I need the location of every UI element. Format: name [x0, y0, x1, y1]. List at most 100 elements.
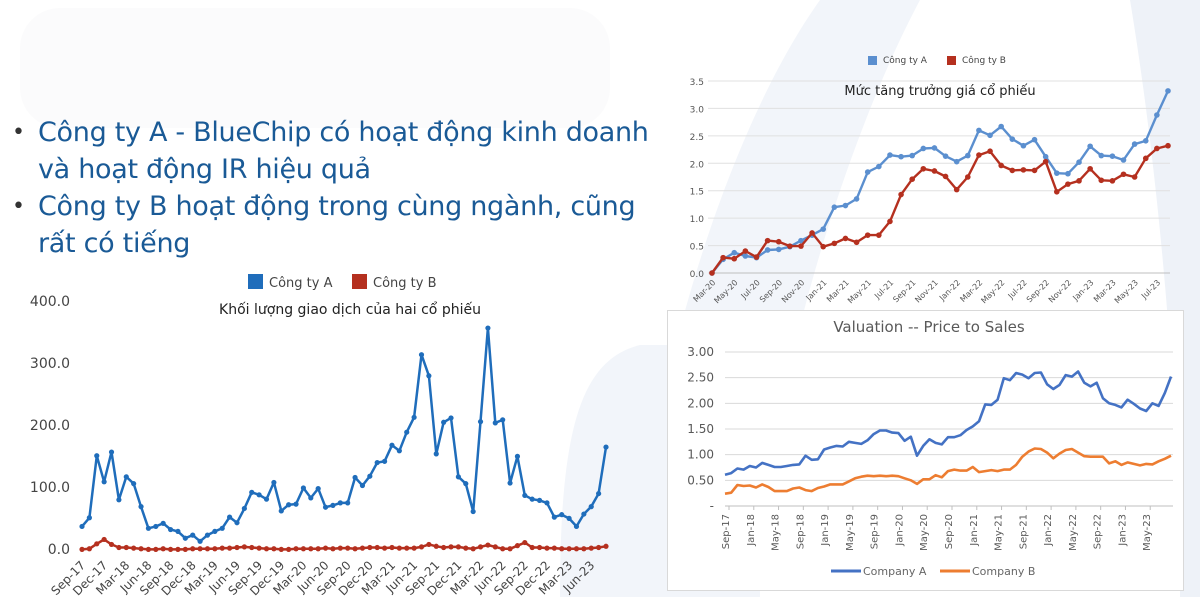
data-point	[197, 546, 203, 552]
data-point	[500, 417, 506, 423]
data-point	[293, 546, 299, 552]
data-point	[864, 232, 871, 238]
data-point	[798, 237, 804, 244]
data-point	[470, 508, 476, 515]
data-point	[286, 502, 292, 508]
data-point	[426, 541, 432, 548]
y-tick-label: 3.0	[690, 105, 705, 115]
data-point	[1087, 143, 1093, 150]
data-point	[1098, 152, 1105, 159]
y-tick-label: 0.5	[690, 243, 704, 253]
data-point	[1053, 189, 1060, 195]
data-point	[1053, 170, 1060, 176]
data-point	[286, 546, 292, 552]
data-point	[1065, 181, 1071, 187]
data-point	[396, 545, 402, 551]
y-tick-label: 0.0	[48, 542, 70, 558]
data-point	[433, 543, 439, 549]
data-point	[448, 415, 454, 421]
data-point	[492, 544, 498, 550]
data-point	[1109, 178, 1116, 184]
data-point	[551, 514, 557, 520]
data-point	[1165, 142, 1171, 149]
data-point	[455, 474, 461, 480]
y-tick-label: 300.0	[30, 356, 70, 372]
data-point	[418, 544, 425, 550]
data-point	[197, 538, 203, 544]
data-point	[485, 542, 491, 548]
data-point	[263, 496, 270, 502]
data-point	[522, 539, 528, 546]
data-point	[337, 545, 343, 551]
data-point	[1098, 177, 1105, 184]
data-point	[94, 453, 100, 459]
chart-title: Valuation -- Price to Sales	[833, 318, 1025, 336]
data-point	[1020, 167, 1027, 173]
volume-chart: 0.0 100.0 200.0 300.0 400.0 Sep-17 Dec-17 Mar-1…	[0, 265, 620, 597]
legend-label: Company A	[863, 565, 927, 578]
data-point	[145, 546, 152, 552]
data-point	[345, 500, 351, 506]
data-point	[809, 230, 815, 236]
chart-title: Mức tăng trưởng giá cổ phiếu	[844, 84, 1035, 99]
data-point	[153, 546, 159, 552]
x-tick-label: Jan-23	[1117, 514, 1128, 547]
data-point	[573, 546, 580, 552]
data-point	[315, 486, 321, 492]
x-tick-label: Jan-21	[804, 278, 829, 303]
x-tick-label: May-22	[1068, 514, 1079, 551]
legend-swatch-icon	[248, 274, 263, 289]
data-point	[1042, 158, 1049, 165]
price-growth-chart: 0.0 0.5 1.0 1.5 2.0 2.5 3.0 3.5 Mar-20 May-20 Jul-…	[670, 50, 1200, 312]
data-point	[1109, 153, 1116, 159]
data-point	[359, 482, 366, 489]
bullet-item-company-a: • Công ty A - BlueChip có hoạt động kinh…	[12, 114, 712, 188]
data-point	[1165, 88, 1171, 94]
data-point	[367, 473, 373, 479]
data-point	[1120, 157, 1127, 163]
x-tick-label: May-21	[846, 278, 873, 305]
data-point	[404, 545, 410, 551]
bullet-item-company-b: • Công ty B hoạt động trong cùng ngành, …	[12, 188, 712, 262]
data-point	[330, 546, 336, 552]
data-point	[477, 544, 484, 550]
y-tick-label: 1.50	[687, 422, 714, 436]
data-point	[1154, 145, 1160, 152]
data-point	[596, 544, 602, 551]
data-point	[345, 545, 351, 551]
data-point	[441, 419, 447, 425]
legend-swatch-icon	[947, 56, 956, 65]
legend-label: Công ty A	[883, 55, 928, 66]
x-tick-label: Sep-18	[795, 514, 806, 549]
bullet-line: Công ty A - BlueChip có hoạt động kinh d…	[38, 117, 649, 148]
x-tick-label: Jan-21	[969, 514, 980, 547]
data-point	[976, 127, 982, 134]
data-point	[764, 247, 771, 253]
data-point	[470, 546, 476, 552]
data-point	[241, 544, 247, 550]
x-tick-label: Sep-20	[944, 514, 955, 549]
x-tick-label: Sep-17	[721, 514, 732, 549]
data-point	[160, 546, 166, 552]
y-tick-label: 1.00	[687, 448, 714, 462]
data-point	[507, 480, 513, 486]
chart-title: Khối lượng giao dịch của hai cổ phiếu	[219, 301, 481, 318]
data-point	[227, 545, 233, 551]
data-point	[204, 532, 211, 538]
x-tick-label: Nov-22	[1047, 278, 1073, 304]
data-point	[116, 544, 122, 551]
data-point	[374, 459, 380, 466]
x-tick-label: Jan-23	[1071, 278, 1096, 303]
data-point	[153, 523, 159, 530]
data-point	[603, 543, 609, 549]
data-point	[731, 249, 738, 256]
bullet-line: Công ty B hoạt động trong cùng ngành, cũ…	[38, 191, 636, 222]
data-point	[588, 545, 594, 551]
background-blob	[20, 8, 610, 128]
data-point	[322, 504, 329, 510]
data-point	[455, 544, 461, 550]
data-point	[831, 240, 838, 247]
data-point	[753, 254, 760, 260]
data-point	[931, 145, 938, 151]
data-point	[853, 196, 860, 202]
